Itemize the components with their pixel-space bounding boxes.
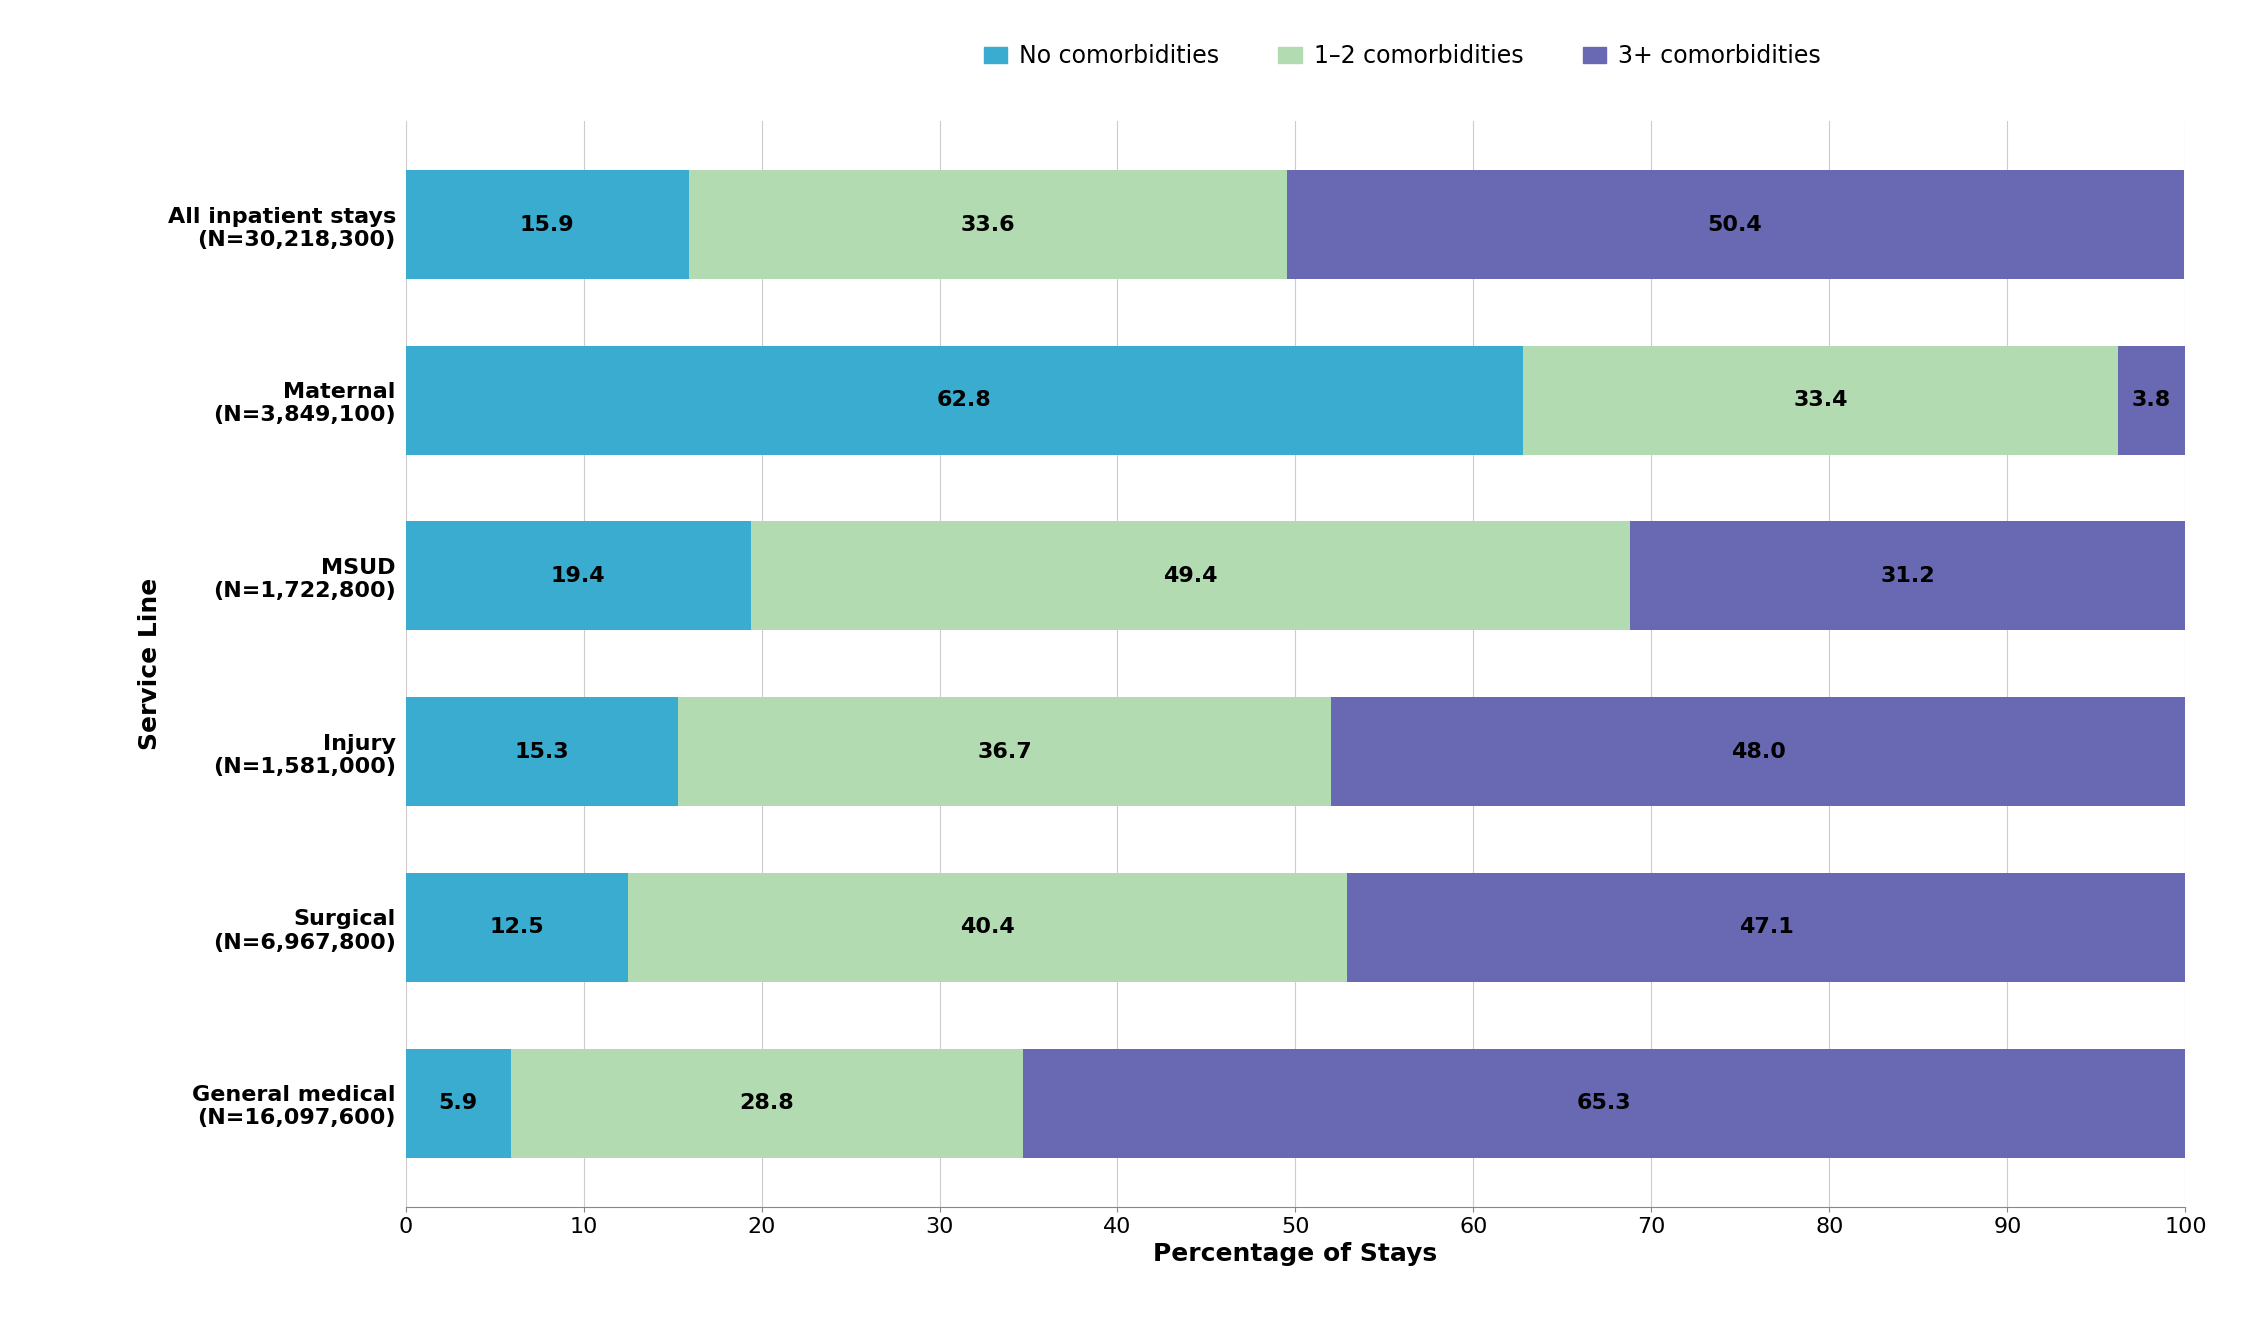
- Text: 49.4: 49.4: [1163, 566, 1217, 586]
- Bar: [406, 522, 750, 630]
- Text: 3.8: 3.8: [2131, 390, 2172, 410]
- Text: 47.1: 47.1: [1739, 917, 1793, 937]
- Text: 48.0: 48.0: [1730, 742, 1787, 762]
- Text: 31.2: 31.2: [1881, 566, 1935, 586]
- Bar: [1023, 1049, 2185, 1157]
- Bar: [406, 873, 629, 982]
- Text: 19.4: 19.4: [552, 566, 606, 586]
- Text: 40.4: 40.4: [960, 917, 1014, 937]
- Bar: [1286, 170, 2183, 279]
- Bar: [750, 522, 1631, 630]
- Text: 15.3: 15.3: [514, 742, 570, 762]
- Bar: [406, 346, 1523, 455]
- Text: 12.5: 12.5: [489, 917, 543, 937]
- Bar: [511, 1049, 1023, 1157]
- Text: 62.8: 62.8: [937, 390, 991, 410]
- Bar: [406, 170, 689, 279]
- Text: 65.3: 65.3: [1577, 1093, 1631, 1113]
- Text: 5.9: 5.9: [439, 1093, 478, 1113]
- Text: 36.7: 36.7: [978, 742, 1032, 762]
- Bar: [1631, 522, 2185, 630]
- X-axis label: Percentage of Stays: Percentage of Stays: [1154, 1242, 1437, 1266]
- Bar: [678, 697, 1332, 806]
- Bar: [629, 873, 1347, 982]
- Text: 28.8: 28.8: [739, 1093, 795, 1113]
- Y-axis label: Service Line: Service Line: [137, 578, 162, 750]
- Bar: [406, 1049, 511, 1157]
- Text: 15.9: 15.9: [520, 215, 575, 235]
- Text: 33.4: 33.4: [1793, 390, 1847, 410]
- Bar: [1332, 697, 2185, 806]
- Text: 50.4: 50.4: [1708, 215, 1762, 235]
- Bar: [2118, 346, 2185, 455]
- Legend: No comorbidities, 1–2 comorbidities, 3+ comorbidities: No comorbidities, 1–2 comorbidities, 3+ …: [973, 35, 1829, 78]
- Bar: [1523, 346, 2118, 455]
- Bar: [689, 170, 1286, 279]
- Bar: [406, 697, 678, 806]
- Text: 33.6: 33.6: [960, 215, 1014, 235]
- Bar: [1347, 873, 2185, 982]
